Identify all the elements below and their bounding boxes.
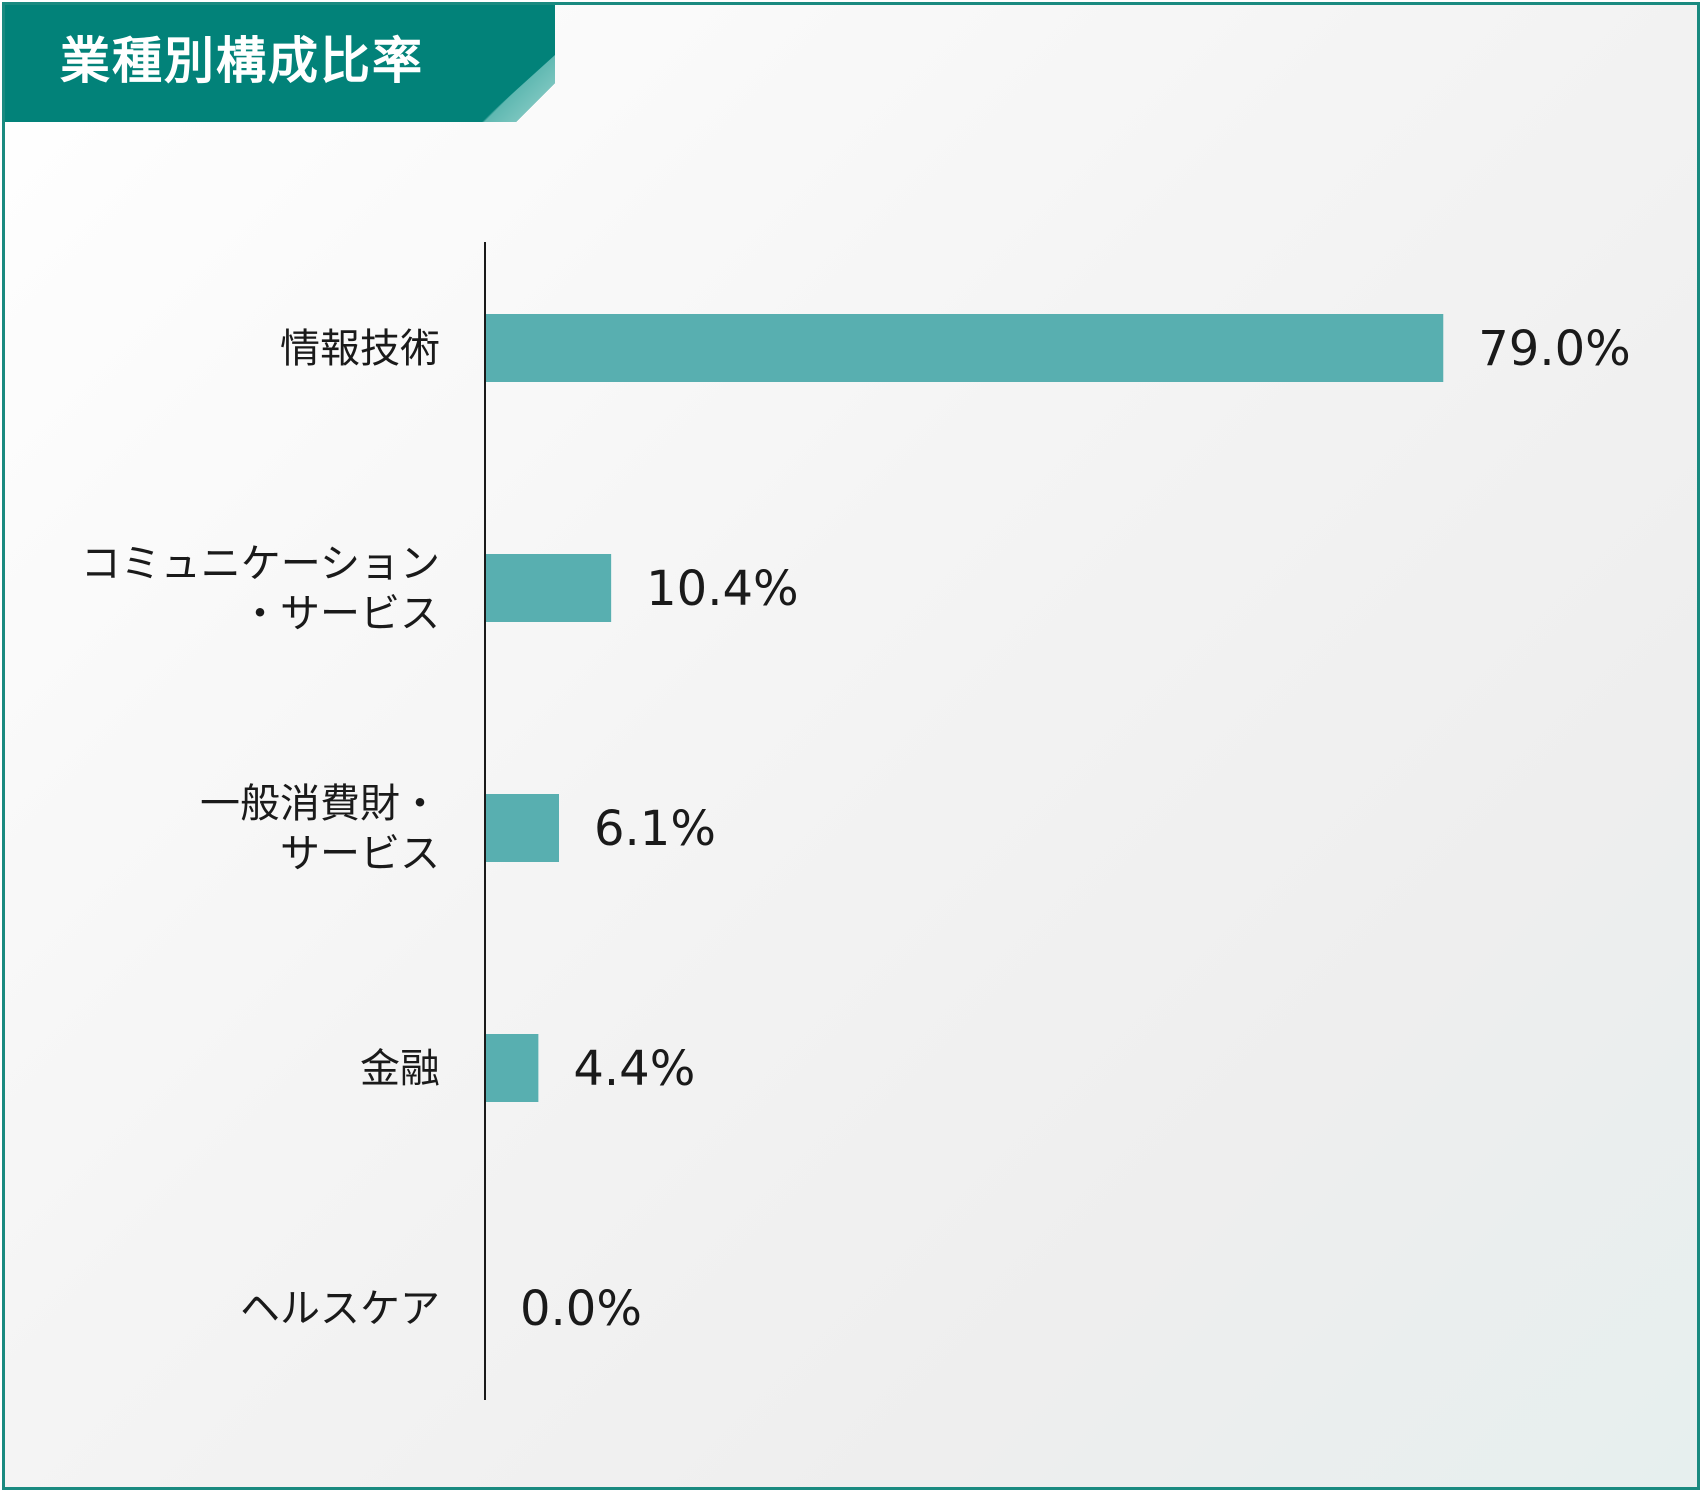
bar-2 [485,554,612,622]
value-label-1: 79.0% [1478,321,1630,377]
value-label-5: 0.0% [520,1281,642,1337]
value-label-2: 10.4% [646,561,798,617]
bar-4 [485,1034,539,1102]
category-label-2: コミュニケーション・サービス [81,541,440,637]
title-tab [5,5,555,122]
bar-3 [485,794,559,862]
value-label-3: 6.1% [594,801,716,857]
category-label-5: ヘルスケア [240,1286,440,1332]
category-label-1: 情報技術 [280,326,440,372]
category-label-4: 金融 [360,1046,440,1092]
bar-1 [485,314,1444,382]
value-label-4: 4.4% [573,1041,695,1097]
chart-title: 業種別構成比率 [60,32,424,90]
category-label-3: 一般消費財・サービス [200,781,440,877]
